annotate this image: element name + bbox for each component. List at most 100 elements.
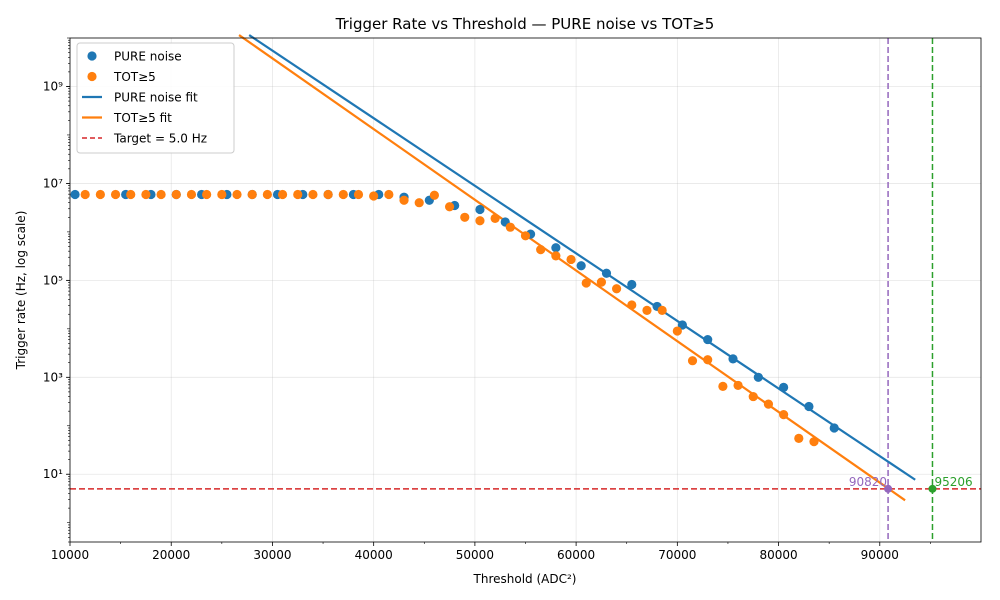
data-point	[217, 189, 227, 200]
data-point	[703, 355, 713, 365]
data-point	[601, 268, 612, 278]
fit-lines	[238, 34, 916, 502]
y-tick-label: 10⁵	[43, 273, 63, 287]
data-point	[581, 278, 591, 288]
data-point	[353, 189, 364, 200]
data-point	[536, 245, 546, 255]
x-tick-label: 20000	[152, 548, 190, 562]
data-point	[551, 251, 561, 261]
threshold-marker	[884, 484, 893, 493]
data-point	[232, 189, 242, 200]
y-axis-label: Trigger rate (Hz, log scale)	[14, 211, 28, 371]
data-point	[763, 399, 774, 409]
data-point	[308, 189, 318, 200]
x-tick-label: 90000	[861, 548, 899, 562]
data-point	[126, 189, 136, 200]
legend-box	[76, 42, 235, 154]
legend-marker	[87, 51, 97, 61]
data-point	[156, 189, 166, 200]
data-point	[596, 277, 607, 287]
data-point	[566, 254, 576, 265]
data-point	[80, 189, 90, 200]
data-point	[804, 401, 814, 412]
x-tick-label: 10000	[51, 548, 89, 562]
data-point	[338, 189, 348, 200]
legend: PURE noise TOT≥5 PURE noise fit TOT≥5 fit Ta…	[76, 42, 235, 154]
data-point	[475, 204, 485, 215]
data-point	[277, 189, 288, 200]
legend-label: TOT≥5	[113, 70, 156, 84]
threshold-marker	[928, 484, 937, 493]
y-tick-label: 10³	[43, 370, 63, 384]
data-point	[672, 326, 682, 336]
data-point	[70, 189, 80, 200]
data-point	[429, 190, 439, 200]
data-point	[505, 222, 515, 232]
x-tick-label: 40000	[355, 548, 393, 562]
x-tick-label: 80000	[759, 548, 797, 562]
data-point	[110, 189, 121, 200]
data-point	[202, 189, 212, 200]
x-axis-label: Threshold (ADC²)	[473, 572, 577, 586]
data-point	[186, 189, 197, 200]
data-point	[384, 189, 394, 200]
data-point	[728, 354, 738, 364]
x-axis-ticks: 10000 20000 30000 40000 50000 60000 70000 80000…	[51, 542, 931, 562]
data-point	[687, 356, 698, 366]
data-point	[627, 279, 637, 290]
data-point	[576, 261, 586, 271]
data-point	[657, 305, 667, 315]
data-point	[829, 423, 839, 433]
data-point	[733, 380, 743, 391]
data-point	[399, 195, 409, 205]
data-point	[171, 189, 181, 200]
data-point	[627, 300, 637, 310]
data-point	[490, 213, 500, 223]
data-point	[414, 198, 424, 208]
data-point	[703, 334, 713, 345]
legend-label: Target = 5.0 Hz	[113, 132, 207, 146]
legend-label: TOT≥5 fit	[113, 111, 172, 125]
data-point	[794, 433, 804, 443]
legend-marker	[87, 71, 97, 82]
data-point	[779, 409, 789, 420]
data-point	[95, 189, 105, 200]
data-point	[718, 381, 728, 391]
x-tick-label: 60000	[557, 548, 595, 562]
x-tick-label: 50000	[456, 548, 494, 562]
x-tick-label: 70000	[658, 548, 696, 562]
data-point	[677, 320, 687, 330]
threshold-label: 90820	[849, 475, 887, 489]
data-point	[141, 189, 151, 200]
legend-label: PURE noise	[114, 50, 182, 64]
data-point	[247, 189, 257, 200]
y-tick-label: 10⁹	[43, 79, 63, 93]
threshold-label: 95206	[934, 475, 972, 489]
y-tick-label: 10¹	[43, 467, 63, 481]
data-point	[475, 216, 485, 226]
data-point	[293, 189, 303, 200]
data-point	[369, 191, 379, 201]
data-point	[748, 391, 758, 402]
data-point	[323, 189, 333, 200]
fit-line	[238, 34, 906, 502]
data-point	[779, 382, 789, 392]
data-point	[444, 202, 455, 212]
data-point	[753, 372, 763, 382]
data-point	[460, 212, 470, 222]
x-tick-label: 30000	[253, 548, 291, 562]
data-points	[70, 189, 839, 447]
grid	[69, 38, 981, 542]
threshold-annotations: 90820 95206	[849, 475, 973, 493]
y-axis-ticks: 10¹ 10³ 10⁵ 10⁷ 10⁹	[43, 37, 70, 543]
chart-title: Trigger Rate vs Threshold — PURE noise v…	[335, 15, 715, 33]
data-point	[642, 305, 652, 315]
fit-line	[248, 34, 916, 481]
y-tick-label: 10⁷	[43, 176, 63, 190]
legend-label: PURE noise fit	[114, 91, 198, 105]
data-point	[551, 243, 561, 253]
data-point	[809, 437, 819, 447]
reference-lines	[70, 38, 981, 542]
data-point	[520, 231, 531, 241]
